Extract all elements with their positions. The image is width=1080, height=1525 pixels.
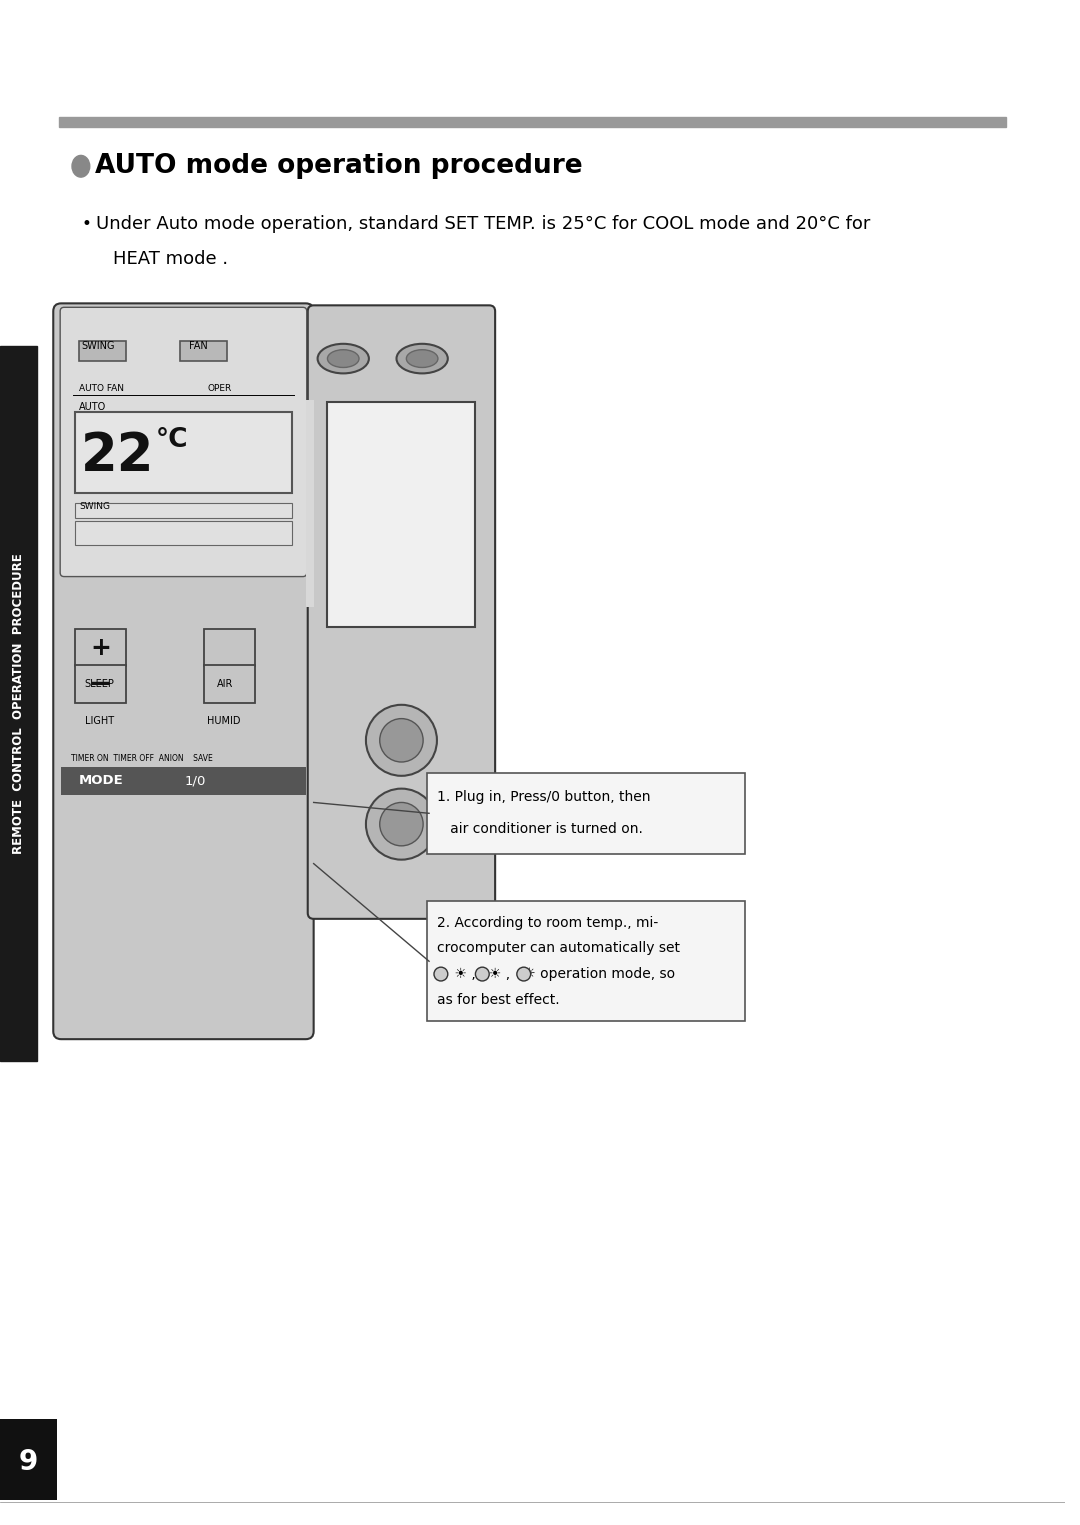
FancyBboxPatch shape xyxy=(427,901,745,1022)
FancyBboxPatch shape xyxy=(53,303,313,1039)
FancyBboxPatch shape xyxy=(308,305,495,920)
Ellipse shape xyxy=(406,349,437,368)
Bar xyxy=(59,117,1007,127)
Bar xyxy=(75,412,292,493)
Ellipse shape xyxy=(318,343,369,374)
Bar xyxy=(204,665,256,703)
FancyBboxPatch shape xyxy=(427,773,745,854)
Bar xyxy=(306,400,313,607)
Circle shape xyxy=(380,802,423,846)
Text: MODE: MODE xyxy=(79,775,123,787)
Ellipse shape xyxy=(396,343,448,374)
Text: Under Auto mode operation, standard SET TEMP. is 25°C for COOL mode and 20°C for: Under Auto mode operation, standard SET … xyxy=(96,215,870,233)
Circle shape xyxy=(517,967,530,981)
Text: TIMER ON  TIMER OFF  ANION    SAVE: TIMER ON TIMER OFF ANION SAVE xyxy=(71,753,213,762)
Text: −: − xyxy=(89,669,112,698)
Bar xyxy=(0,346,38,1061)
Text: SLEEP: SLEEP xyxy=(85,679,114,689)
Circle shape xyxy=(475,967,489,981)
Bar xyxy=(75,665,126,703)
Bar xyxy=(0,1418,57,1499)
Circle shape xyxy=(434,967,448,981)
Bar xyxy=(75,522,292,544)
FancyBboxPatch shape xyxy=(60,308,307,576)
Bar xyxy=(327,403,475,627)
Bar xyxy=(179,342,227,360)
Ellipse shape xyxy=(327,349,359,368)
Text: SWING: SWING xyxy=(79,502,110,511)
Text: as for best effect.: as for best effect. xyxy=(437,993,559,1007)
Circle shape xyxy=(380,718,423,762)
Circle shape xyxy=(366,705,437,776)
Text: LIGHT: LIGHT xyxy=(85,715,114,726)
Text: 9: 9 xyxy=(19,1449,38,1476)
Text: AUTO FAN: AUTO FAN xyxy=(79,384,124,393)
Bar xyxy=(204,628,256,666)
Bar xyxy=(75,503,292,518)
Text: 1. Plug in, Press/0 button, then: 1. Plug in, Press/0 button, then xyxy=(437,790,650,804)
Text: AUTO mode operation procedure: AUTO mode operation procedure xyxy=(95,154,582,180)
Text: air conditioner is turned on.: air conditioner is turned on. xyxy=(437,822,643,836)
Bar xyxy=(62,767,306,795)
Text: ☀ ,   ☀ ,   ☼ operation mode, so: ☀ , ☀ , ☼ operation mode, so xyxy=(437,967,675,981)
Text: REMOTE  CONTROL  OPERATION  PROCEDURE: REMOTE CONTROL OPERATION PROCEDURE xyxy=(12,554,25,854)
Text: OPER: OPER xyxy=(207,384,231,393)
Circle shape xyxy=(366,788,437,860)
Text: AIR: AIR xyxy=(217,679,233,689)
Text: 1/0: 1/0 xyxy=(185,775,206,787)
Text: HEAT mode .: HEAT mode . xyxy=(113,250,229,268)
Bar xyxy=(79,342,126,360)
Text: HUMID: HUMID xyxy=(207,715,241,726)
Text: SWING: SWING xyxy=(81,340,114,351)
Text: 22: 22 xyxy=(81,430,154,482)
Text: •: • xyxy=(82,215,92,233)
Text: AUTO: AUTO xyxy=(79,403,106,412)
Text: 2. According to room temp., mi-: 2. According to room temp., mi- xyxy=(437,917,658,930)
Text: FAN: FAN xyxy=(189,340,208,351)
Bar xyxy=(75,628,126,666)
Ellipse shape xyxy=(72,156,90,177)
Text: crocomputer can automatically set: crocomputer can automatically set xyxy=(437,941,680,956)
Text: +: + xyxy=(90,636,111,660)
Text: °C: °C xyxy=(156,427,188,453)
